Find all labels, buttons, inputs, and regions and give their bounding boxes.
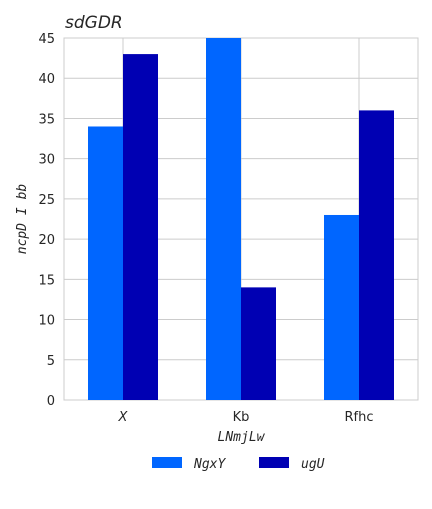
x-tick-label: Kb	[233, 410, 250, 425]
chart-title: sdGDR	[65, 13, 123, 33]
bar-NgxY-Kb	[206, 38, 241, 400]
bar-NgxY-X	[88, 126, 123, 400]
y-tick-label: 30	[38, 153, 55, 168]
legend-label: ugU	[301, 457, 325, 472]
y-tick-label: 15	[38, 273, 55, 288]
y-tick-label: 35	[38, 112, 55, 127]
y-tick-label: 5	[47, 354, 55, 369]
legend-swatch	[259, 457, 289, 468]
y-tick-labels: 0 5 10 15 20 25 30 35 40 45	[38, 32, 55, 409]
y-tick-label: 40	[38, 72, 55, 87]
y-axis-label: ncpD I bb	[15, 184, 30, 255]
x-axis-label: LNmjLw	[218, 430, 266, 445]
y-tick-label: 25	[38, 193, 55, 208]
x-tick-label: Rfhc	[345, 410, 374, 425]
bar-NgxY-Rfhc	[324, 214, 359, 400]
y-tick-label: 45	[38, 32, 55, 47]
x-tick-labels: X Kb Rfhc	[118, 410, 374, 425]
bar-ugU-X	[123, 54, 158, 400]
legend-swatch	[152, 457, 182, 468]
y-tick-label: 10	[38, 314, 55, 329]
legend-label: NgxY	[193, 457, 226, 472]
y-tick-label: 0	[47, 394, 55, 409]
x-tick-label: X	[118, 410, 129, 425]
bar-ugU-Rfhc	[359, 110, 394, 401]
bars	[88, 38, 394, 401]
bar-ugU-Kb	[241, 287, 276, 400]
y-tick-label: 20	[38, 233, 55, 248]
legend: NgxY ugU	[152, 457, 325, 472]
